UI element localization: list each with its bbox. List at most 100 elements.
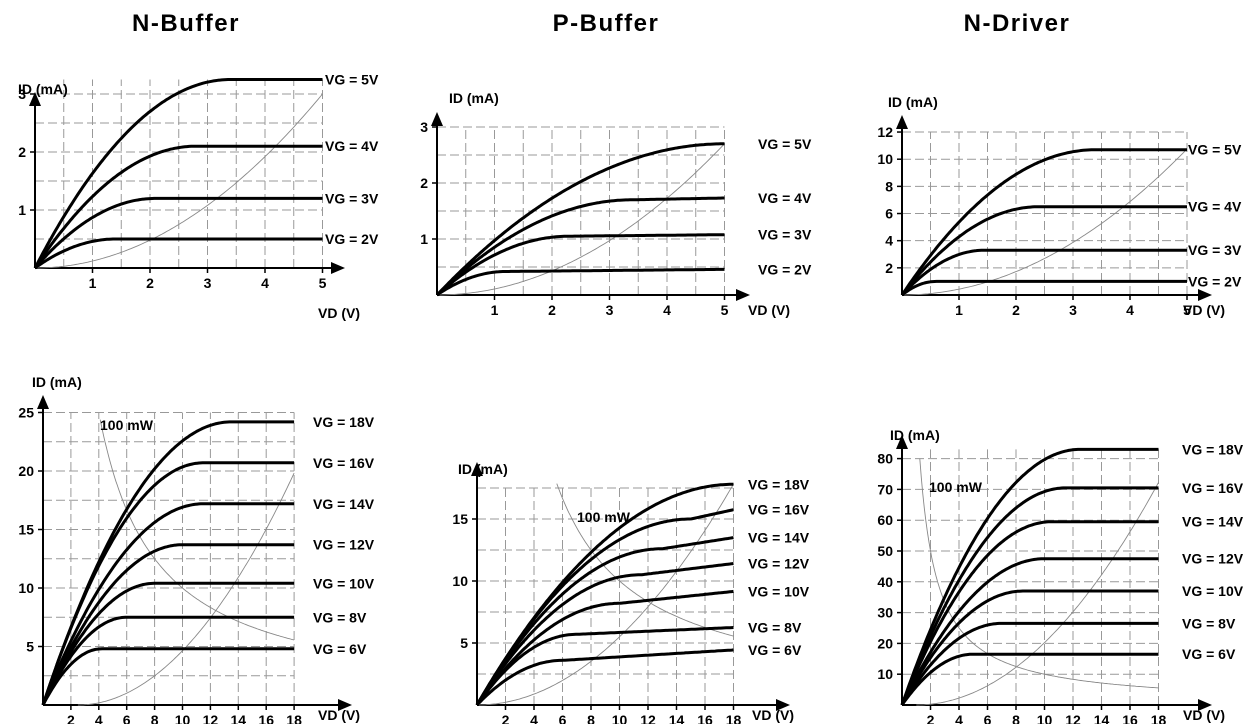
x-axis-arrow bbox=[776, 699, 790, 711]
series-curve-5 bbox=[475, 626, 734, 706]
series-curve-3 bbox=[34, 237, 323, 270]
series-label-2: VG = 14V bbox=[313, 496, 375, 512]
y-tick-label: 25 bbox=[18, 405, 34, 421]
y-tick-label: 10 bbox=[877, 151, 893, 167]
x-tick-label: 1 bbox=[491, 302, 499, 318]
series-curve-6 bbox=[41, 647, 295, 706]
y-tick-label: 70 bbox=[877, 481, 893, 497]
x-tick-label: 6 bbox=[559, 712, 567, 724]
y-axis-arrow bbox=[431, 112, 443, 126]
y-tick-label: 10 bbox=[877, 666, 893, 682]
power-label: 100 mW bbox=[577, 509, 631, 525]
series-curve-5 bbox=[41, 615, 295, 706]
x-axis-label: VD (V) bbox=[748, 302, 790, 318]
x-tick-label: 14 bbox=[669, 712, 685, 724]
series-label-3: VG = 12V bbox=[1182, 551, 1244, 567]
y-tick-label: 10 bbox=[18, 580, 34, 596]
series-label-4: VG = 10V bbox=[1182, 583, 1244, 599]
y-tick-label: 40 bbox=[877, 574, 893, 590]
x-tick-label: 4 bbox=[955, 712, 963, 724]
y-axis-arrow bbox=[37, 395, 49, 409]
series-label-2: VG = 14V bbox=[1182, 514, 1244, 530]
y-tick-label: 60 bbox=[877, 512, 893, 528]
chart-p-buffer-low: 1 2 3 4 5 1 2 3 ID (mA) VD (V) VG = 5V VG = 4V VG = … bbox=[420, 90, 812, 318]
x-tick-label: 2 bbox=[927, 712, 935, 724]
x-tick-label: 10 bbox=[1037, 712, 1053, 724]
x-tick-label: 16 bbox=[697, 712, 713, 724]
series-label-1: VG = 4V bbox=[1188, 199, 1242, 215]
series-curve-0 bbox=[435, 142, 725, 297]
x-tick-label: 12 bbox=[203, 712, 219, 724]
series-label-3: VG = 12V bbox=[748, 556, 810, 572]
series-curve-1 bbox=[435, 196, 725, 297]
series-label-2: VG = 3V bbox=[1188, 242, 1242, 258]
series-curve-0 bbox=[900, 447, 1159, 706]
x-tick-label: 18 bbox=[1151, 712, 1167, 724]
saturation-boundary bbox=[437, 143, 725, 296]
x-tick-label: 14 bbox=[1094, 712, 1110, 724]
y-tick-label: 80 bbox=[877, 451, 893, 467]
x-tick-label: 16 bbox=[1122, 712, 1138, 724]
x-tick-label: 8 bbox=[1012, 712, 1020, 724]
series-label-1: VG = 4V bbox=[758, 190, 812, 206]
x-tick-label: 18 bbox=[726, 712, 742, 724]
chart-p-buffer-high: 2 4 6 8 10 12 14 16 18 5 10 15 ID (mA) VD (V) VG = 18V… bbox=[452, 461, 809, 724]
series-curve-0 bbox=[33, 78, 323, 269]
x-tick-label: 6 bbox=[984, 712, 992, 724]
x-tick-label: 3 bbox=[1069, 302, 1077, 318]
x-tick-label: 1 bbox=[955, 302, 963, 318]
saturation-boundary bbox=[916, 482, 1159, 706]
grid bbox=[43, 412, 295, 705]
series-label-3: VG = 2V bbox=[758, 261, 812, 277]
y-axis-label: ID (mA) bbox=[32, 374, 82, 390]
x-axis-label: VD (V) bbox=[1183, 707, 1225, 723]
series-curve-4 bbox=[900, 589, 1159, 706]
series-label-1: VG = 16V bbox=[748, 502, 810, 518]
series-curve-2 bbox=[33, 196, 323, 270]
series-curve-0 bbox=[900, 148, 1187, 296]
x-tick-label: 1 bbox=[89, 275, 97, 291]
series-curve-0 bbox=[41, 420, 295, 706]
x-tick-label: 8 bbox=[151, 712, 159, 724]
x-tick-label: 6 bbox=[123, 712, 131, 724]
y-tick-label: 20 bbox=[877, 635, 893, 651]
y-tick-label: 3 bbox=[18, 86, 26, 102]
y-tick-label: 4 bbox=[885, 233, 893, 249]
series-label-6: VG = 6V bbox=[748, 642, 802, 658]
x-tick-label: 5 bbox=[721, 302, 729, 318]
x-axis-label: VD (V) bbox=[752, 707, 794, 723]
x-tick-label: 10 bbox=[175, 712, 191, 724]
x-tick-label: 14 bbox=[231, 712, 247, 724]
y-tick-label: 15 bbox=[18, 522, 34, 538]
series-label-3: VG = 2V bbox=[1188, 273, 1242, 289]
x-tick-label: 3 bbox=[204, 275, 212, 291]
x-tick-label: 4 bbox=[663, 302, 671, 318]
y-tick-label: 5 bbox=[460, 635, 468, 651]
series-label-6: VG = 6V bbox=[313, 641, 367, 657]
y-tick-label: 15 bbox=[452, 511, 468, 527]
y-tick-label: 12 bbox=[877, 124, 893, 140]
series-label-5: VG = 8V bbox=[313, 609, 367, 625]
series-curve-2 bbox=[41, 502, 295, 706]
x-tick-label: 5 bbox=[1183, 302, 1191, 318]
series-label-1: VG = 16V bbox=[313, 455, 375, 471]
series-curve-4 bbox=[475, 589, 734, 706]
series-label-0: VG = 18V bbox=[748, 476, 810, 492]
series-curve-2 bbox=[900, 520, 1159, 706]
y-axis-label: ID (mA) bbox=[449, 90, 499, 106]
x-tick-label: 2 bbox=[67, 712, 75, 724]
y-tick-label: 8 bbox=[885, 178, 893, 194]
series-label-0: VG = 5V bbox=[325, 72, 379, 88]
y-axis-arrow bbox=[896, 435, 908, 449]
series-label-0: VG = 5V bbox=[1188, 142, 1242, 158]
series-curve-2 bbox=[436, 233, 725, 297]
series-label-4: VG = 10V bbox=[748, 583, 810, 599]
y-tick-label: 10 bbox=[452, 573, 468, 589]
saturation-boundary bbox=[902, 148, 1188, 296]
x-axis-arrow bbox=[331, 262, 345, 274]
power-label: 100 mW bbox=[929, 479, 983, 495]
y-axis-arrow bbox=[29, 92, 41, 106]
x-tick-label: 2 bbox=[548, 302, 556, 318]
series-curve-3 bbox=[436, 267, 725, 297]
